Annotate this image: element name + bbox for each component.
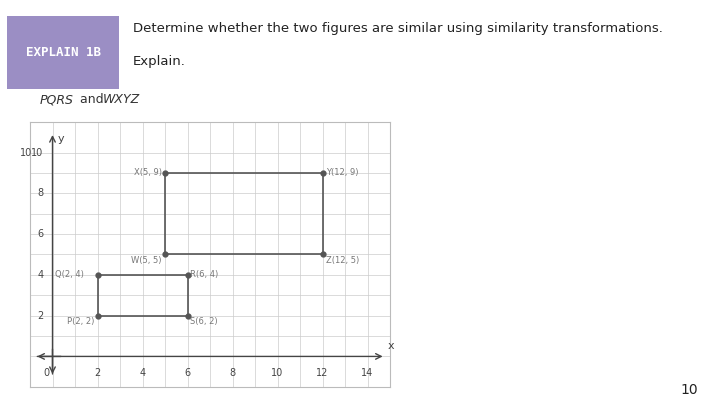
Text: 4: 4 bbox=[37, 270, 43, 280]
Text: 8: 8 bbox=[230, 368, 235, 377]
Text: Z(12, 5): Z(12, 5) bbox=[326, 256, 359, 265]
Text: R(6, 4): R(6, 4) bbox=[190, 271, 218, 279]
Text: Y(12, 9): Y(12, 9) bbox=[326, 168, 359, 177]
Text: x: x bbox=[388, 341, 395, 351]
Text: 12: 12 bbox=[316, 368, 329, 377]
Text: 10: 10 bbox=[20, 147, 32, 158]
Text: X(5, 9): X(5, 9) bbox=[134, 168, 161, 177]
Text: PQRS: PQRS bbox=[40, 93, 73, 106]
Text: 2: 2 bbox=[94, 368, 101, 377]
Text: P(2, 2): P(2, 2) bbox=[67, 317, 94, 326]
Text: Determine whether the two figures are similar using similarity transformations.: Determine whether the two figures are si… bbox=[133, 22, 663, 35]
Text: S(6, 2): S(6, 2) bbox=[190, 317, 217, 326]
Text: 0: 0 bbox=[43, 368, 49, 377]
Text: 10: 10 bbox=[31, 147, 43, 158]
Text: 10: 10 bbox=[271, 368, 284, 377]
Text: 6: 6 bbox=[184, 368, 191, 377]
Text: 4: 4 bbox=[140, 368, 145, 377]
Text: Explain.: Explain. bbox=[133, 55, 186, 68]
Text: 14: 14 bbox=[361, 368, 374, 377]
Text: and: and bbox=[76, 93, 107, 106]
Text: 6: 6 bbox=[37, 229, 43, 239]
Text: WXYZ: WXYZ bbox=[103, 93, 140, 106]
Text: 10: 10 bbox=[681, 383, 698, 397]
Text: 2: 2 bbox=[37, 311, 43, 321]
Text: y: y bbox=[58, 134, 65, 144]
Text: EXPLAIN 1B: EXPLAIN 1B bbox=[25, 46, 101, 59]
Text: W(5, 5): W(5, 5) bbox=[131, 256, 161, 265]
Text: 8: 8 bbox=[37, 188, 43, 198]
Text: Q(2, 4): Q(2, 4) bbox=[55, 271, 84, 279]
